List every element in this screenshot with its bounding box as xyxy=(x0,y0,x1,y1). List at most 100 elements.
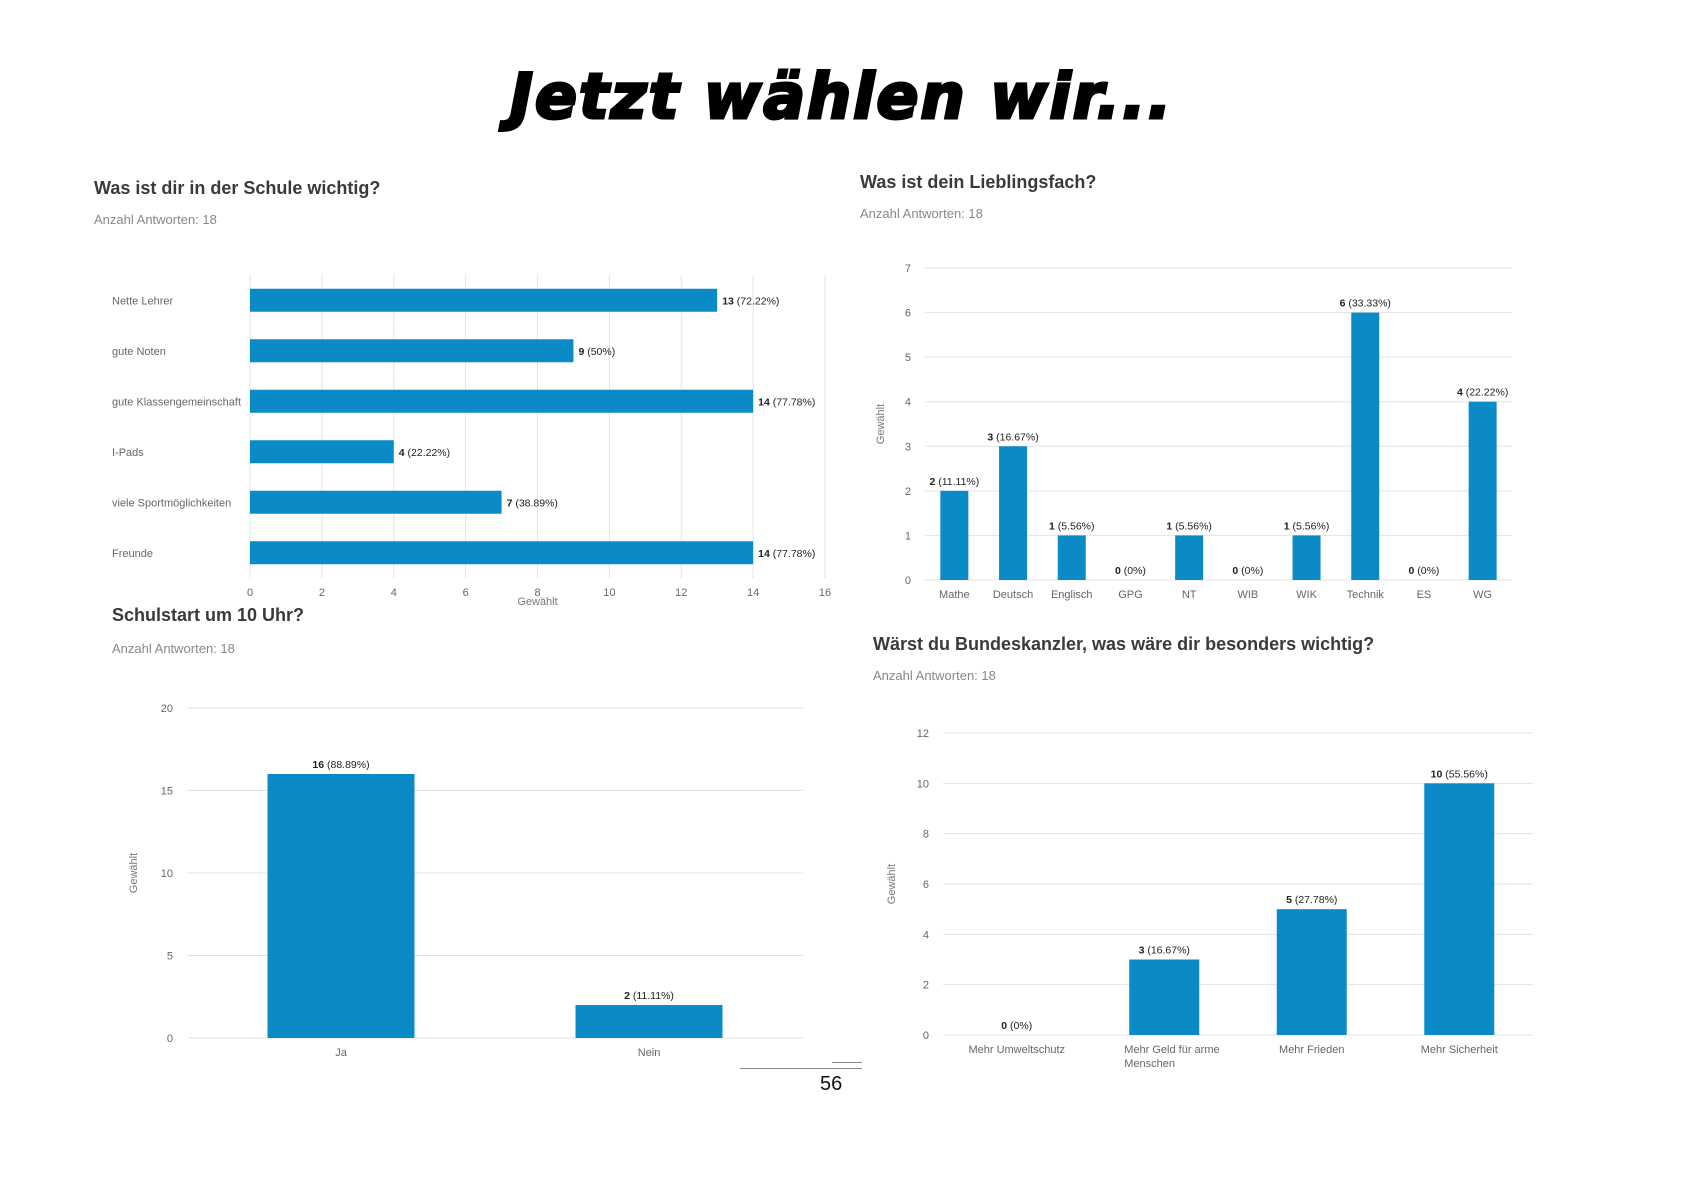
data-label: 13 (72.22%) xyxy=(722,295,779,307)
chart-title-schulstart: Schulstart um 10 Uhr? xyxy=(112,605,305,625)
x-axis-label: Gewählt xyxy=(517,596,557,608)
category-label: Deutsch xyxy=(993,589,1033,601)
data-label: 5 (27.78%) xyxy=(1286,894,1337,906)
data-label: 0 (0%) xyxy=(1115,565,1146,577)
data-label: 0 (0%) xyxy=(1232,565,1263,577)
bar xyxy=(250,288,718,312)
category-label: WIK xyxy=(1296,589,1317,601)
bar xyxy=(250,541,754,565)
y-tick-label: 0 xyxy=(167,1033,173,1045)
x-tick-label: 8 xyxy=(534,587,540,599)
data-label: 2 (11.11%) xyxy=(624,990,674,1002)
bar xyxy=(1175,535,1204,580)
bar xyxy=(575,1005,723,1038)
chart-subtitle-schule: Anzahl Antworten: 18 xyxy=(94,212,217,227)
category-label: Mathe xyxy=(939,589,970,601)
bar xyxy=(267,774,415,1038)
data-label: 1 (5.56%) xyxy=(1049,520,1095,532)
y-tick-label: 7 xyxy=(905,263,911,275)
y-tick-label: 4 xyxy=(923,929,929,941)
y-tick-label: 5 xyxy=(905,352,911,364)
footer-rule xyxy=(740,1068,862,1069)
bar xyxy=(1057,535,1086,580)
data-label: 9 (50%) xyxy=(578,346,615,358)
data-label: 3 (16.67%) xyxy=(1139,945,1190,957)
chart-subtitle-fach: Anzahl Antworten: 18 xyxy=(860,206,983,221)
y-tick-label: 2 xyxy=(905,486,911,498)
data-label: 1 (5.56%) xyxy=(1166,520,1212,532)
category-label: WIB xyxy=(1237,589,1258,601)
category-label: gute Klassengemeinschaft xyxy=(112,396,241,408)
x-tick-label: 14 xyxy=(747,587,759,599)
y-tick-label: 0 xyxy=(923,1030,929,1042)
data-label: 2 (11.11%) xyxy=(929,476,979,488)
chart-title-schule: Was ist dir in der Schule wichtig? xyxy=(94,178,381,198)
bar xyxy=(250,440,394,464)
y-tick-label: 5 xyxy=(167,951,173,963)
data-label: 4 (22.22%) xyxy=(399,447,450,459)
y-tick-label: 10 xyxy=(161,868,173,880)
x-tick-label: 4 xyxy=(391,587,397,599)
bar xyxy=(1351,312,1380,580)
bar xyxy=(940,490,969,580)
y-axis-label: Gewählt xyxy=(886,864,898,904)
chart-subtitle-kanzler: Anzahl Antworten: 18 xyxy=(873,668,996,683)
category-label: Englisch xyxy=(1051,589,1093,601)
bar xyxy=(1129,959,1200,1035)
bar xyxy=(1468,401,1497,580)
bar xyxy=(1276,909,1347,1035)
y-tick-label: 20 xyxy=(161,703,173,715)
chart-title-fach: Was ist dein Lieblingsfach? xyxy=(860,172,1097,192)
data-label: 14 (77.78%) xyxy=(758,548,815,560)
data-label: 1 (5.56%) xyxy=(1284,520,1330,532)
y-axis-label: Gewählt xyxy=(875,404,887,444)
bar xyxy=(1292,535,1321,580)
data-label: 7 (38.89%) xyxy=(507,497,558,509)
y-tick-label: 2 xyxy=(923,980,929,992)
category-label: Mehr Sicherheit xyxy=(1421,1044,1498,1056)
data-label: 3 (16.67%) xyxy=(987,431,1038,443)
page-title: Jetzt wählen wir... xyxy=(508,59,1174,135)
data-label: 0 (0%) xyxy=(1408,565,1439,577)
category-label: NT xyxy=(1182,589,1197,601)
category-label: Mehr Frieden xyxy=(1279,1044,1344,1056)
footer-rule-short xyxy=(832,1062,862,1063)
category-label: GPG xyxy=(1118,589,1142,601)
category-label: ES xyxy=(1417,589,1432,601)
x-tick-label: 16 xyxy=(819,587,831,599)
y-tick-label: 6 xyxy=(905,308,911,320)
y-tick-label: 6 xyxy=(923,879,929,891)
data-label: 0 (0%) xyxy=(1001,1020,1032,1032)
y-axis-label: Gewählt xyxy=(128,853,140,893)
category-label: WG xyxy=(1473,589,1492,601)
y-tick-label: 4 xyxy=(905,397,911,409)
chart-title-kanzler: Wärst du Bundeskanzler, was wäre dir bes… xyxy=(873,634,1375,654)
bar xyxy=(1424,783,1495,1035)
y-tick-label: 10 xyxy=(917,778,929,790)
x-tick-label: 6 xyxy=(463,587,469,599)
x-tick-label: 2 xyxy=(319,587,325,599)
x-tick-label: 12 xyxy=(675,587,687,599)
y-tick-label: 12 xyxy=(917,728,929,740)
y-tick-label: 8 xyxy=(923,829,929,841)
category-label: gute Noten xyxy=(112,346,166,358)
category-label: Technik xyxy=(1347,589,1385,601)
data-label: 14 (77.78%) xyxy=(758,396,815,408)
category-label: Freunde xyxy=(112,548,153,560)
category-label: Nein xyxy=(638,1047,661,1059)
page-number: 56 xyxy=(820,1073,843,1095)
y-tick-label: 0 xyxy=(905,575,911,587)
bar xyxy=(250,490,502,514)
bar xyxy=(250,339,574,363)
bar xyxy=(250,389,754,413)
category-label: Mehr Umweltschutz xyxy=(968,1044,1065,1056)
category-label: Mehr Geld für arme Menschen xyxy=(1124,1044,1219,1070)
category-label: viele Sportmöglichkeiten xyxy=(112,497,231,509)
data-label: 16 (88.89%) xyxy=(312,759,369,771)
category-label: Ja xyxy=(335,1047,348,1059)
category-label: I-Pads xyxy=(112,447,144,459)
